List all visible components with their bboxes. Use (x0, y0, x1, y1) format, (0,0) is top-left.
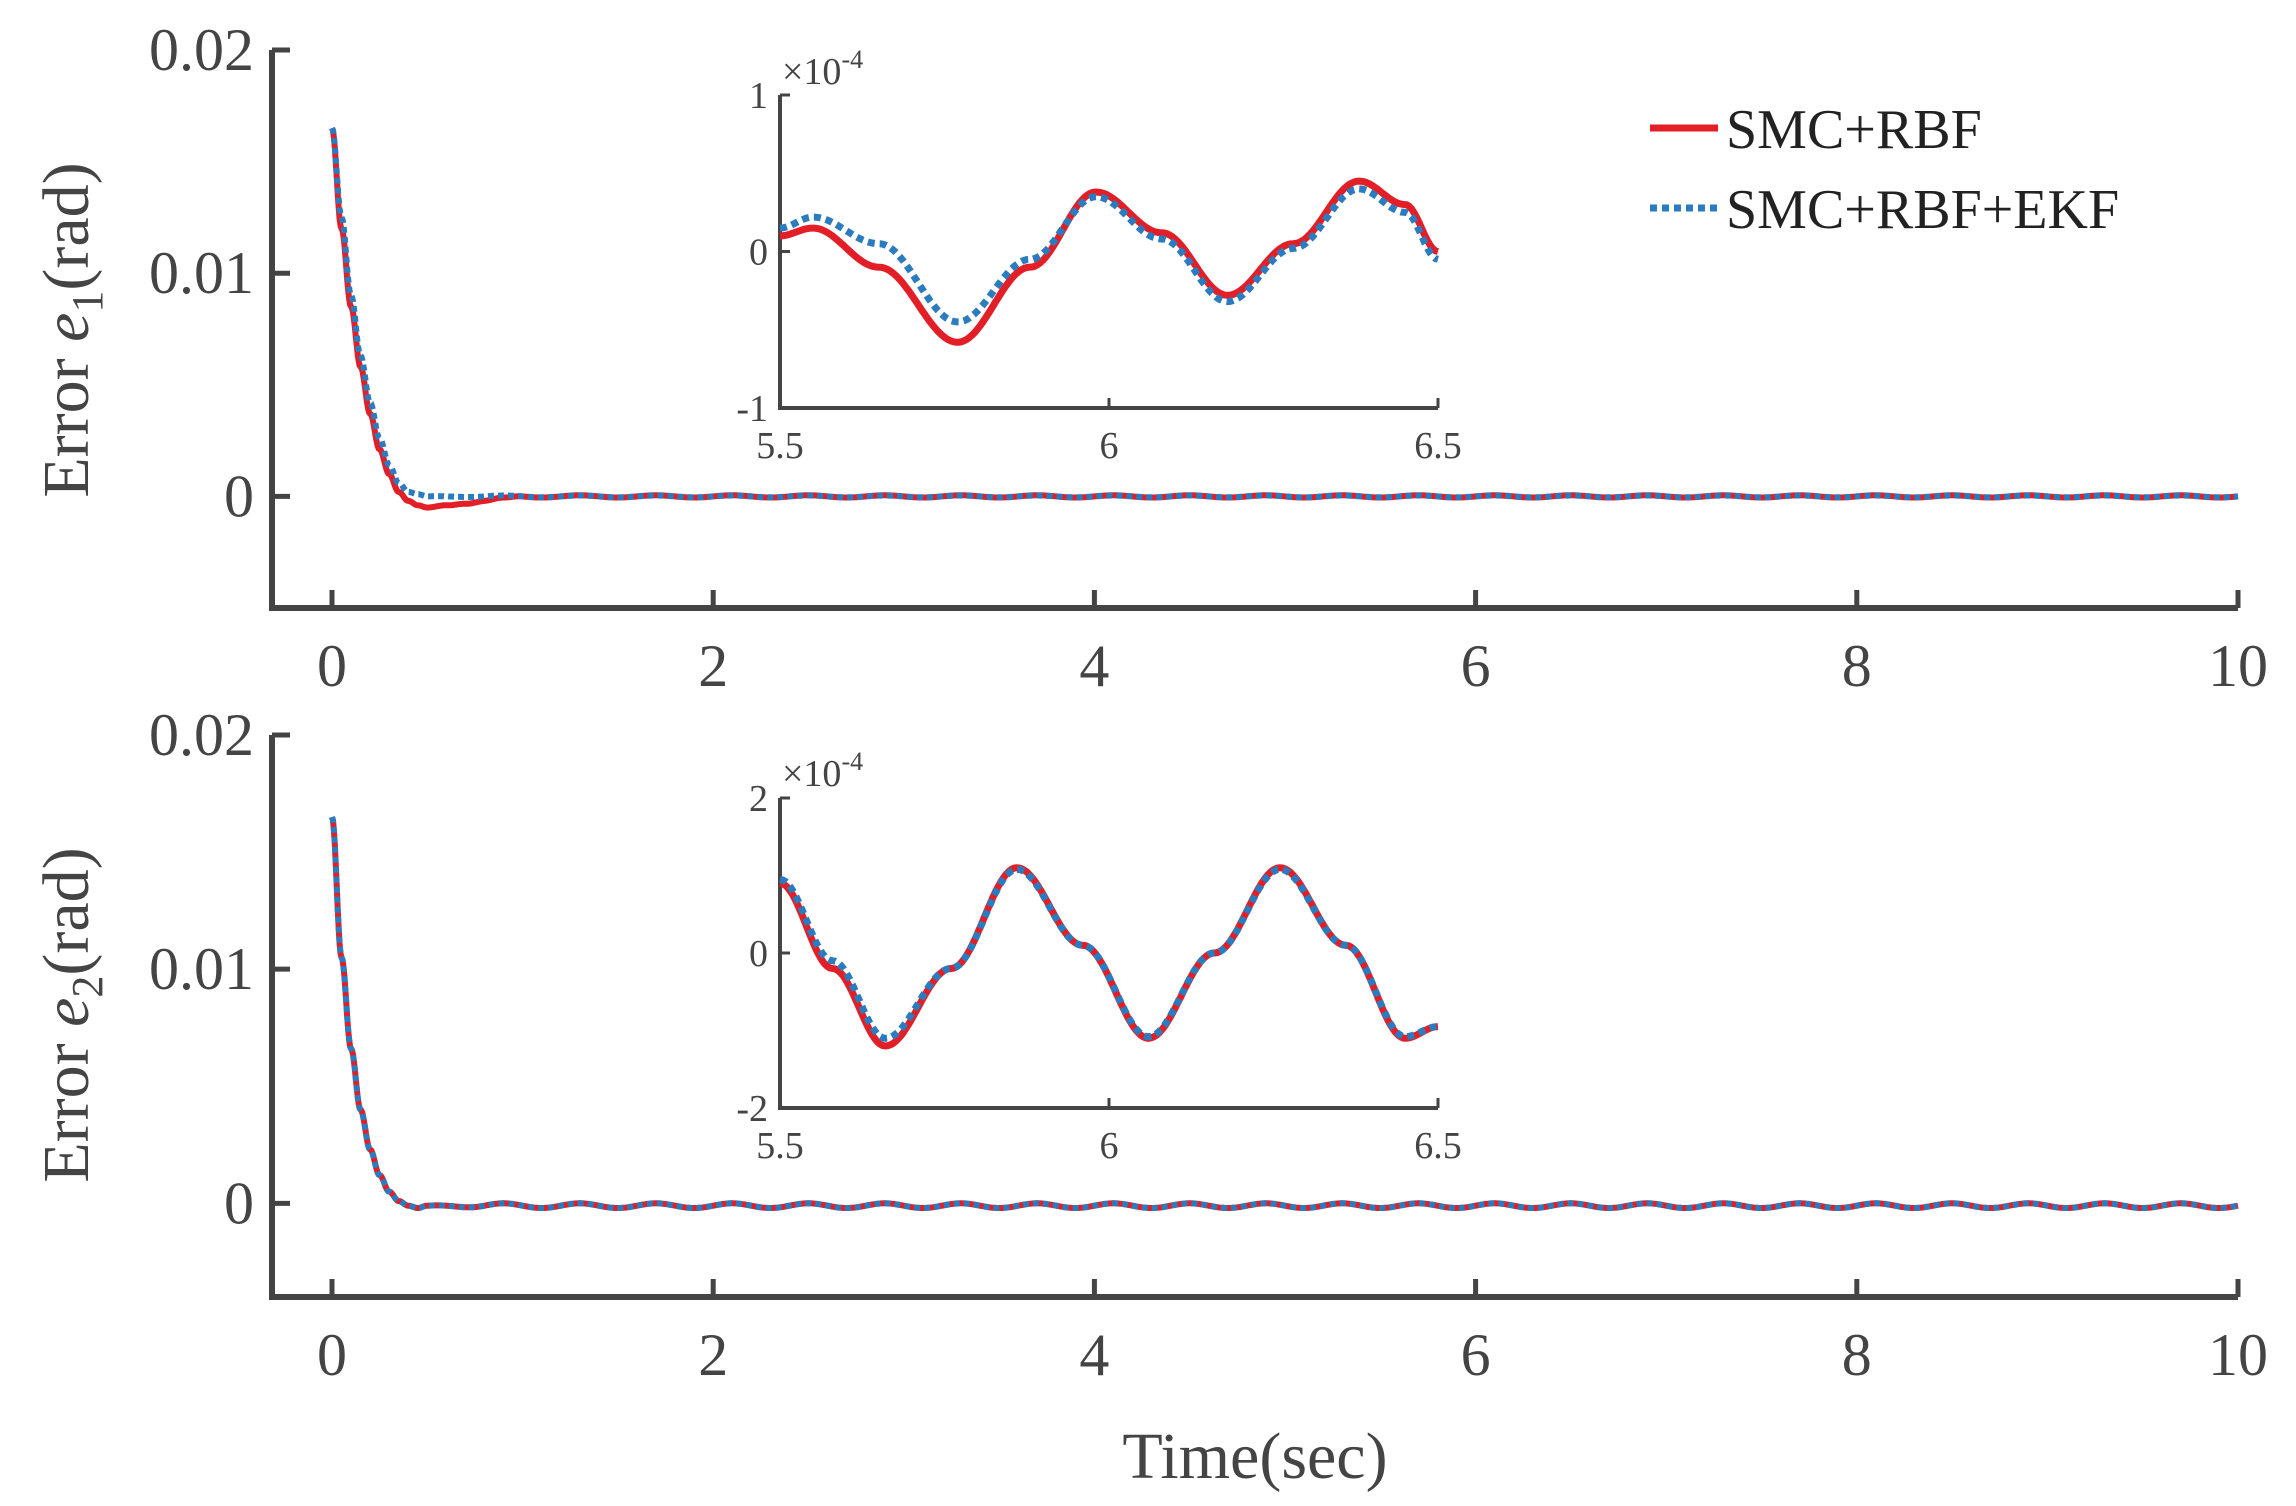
top-xtick-label: 6 (1461, 633, 1491, 699)
inset-bottom-xtick-label: 5.5 (756, 1125, 804, 1167)
top-ytick-label: 0.01 (149, 240, 254, 306)
legend-label-smc-rbf-ekf: SMC+RBF+EKF (1726, 179, 2119, 241)
top-xtick-label: 8 (1842, 633, 1872, 699)
top-xtick-label: 2 (698, 633, 728, 699)
inset-top-ytick-label: 1 (749, 75, 768, 117)
top-inset-axes (778, 95, 1438, 410)
inset-top-ytick-label: -1 (736, 388, 768, 430)
series-line-smc-rbf (329, 816, 2239, 1211)
bottom-xtick-label: 0 (317, 1322, 347, 1388)
top-ytick-label: 0.02 (149, 17, 254, 83)
bottom-inset-ticks: 5.5 6 6.5 -2 0 2 (736, 778, 1461, 1167)
bottom-inset: 5.5 6 6.5 -2 0 2 ×10-4 (736, 747, 1461, 1167)
inset-bottom-ytick-label: 0 (749, 933, 768, 975)
bottom-xtick-label: 8 (1842, 1322, 1872, 1388)
top-inset: 5.5 6 6.5 -1 0 1 ×10-4 (736, 45, 1461, 467)
series-line-smc-rbf-ekf (329, 816, 2239, 1211)
top-ylabel: Error e1(rad) (30, 162, 112, 497)
bottom-xtick-label: 10 (2208, 1322, 2268, 1388)
bottom-panel: 0 2 4 6 8 10 0 0.01 0.02 Error e2(rad) (30, 702, 2268, 1388)
inset-bottom-xtick-label: 6.5 (1414, 1125, 1462, 1167)
top-xtick-label: 0 (317, 633, 347, 699)
top-inset-ticks: 5.5 6 6.5 -1 0 1 (736, 75, 1461, 467)
bottom-inset-exponent: ×10-4 (782, 747, 863, 795)
bottom-xtick-label: 2 (698, 1322, 728, 1388)
bottom-inset-lines (779, 864, 1439, 1050)
top-inset-lines (779, 177, 1439, 346)
bottom-ytick-label: 0 (224, 1170, 254, 1236)
top-lines (329, 126, 2239, 511)
bottom-ylabel: Error e2(rad) (30, 847, 112, 1182)
top-ytick-label: 0 (224, 463, 254, 529)
x-axis-label: Time(sec) (1122, 1420, 1387, 1493)
inset-bottom-ytick-label: -2 (736, 1088, 768, 1130)
bottom-xtick-label: 6 (1461, 1322, 1491, 1388)
inset-top-xtick-label: 5.5 (756, 425, 804, 467)
inset-bottom-xtick-label: 6 (1100, 1125, 1119, 1167)
inset-top-xtick-label: 6.5 (1414, 425, 1462, 467)
top-axes (269, 50, 2238, 611)
inset-series-line-smc-rbf (779, 177, 1439, 346)
bottom-xtick-label: 4 (1079, 1322, 1109, 1388)
inset-series-line-smc-rbf-ekf (779, 865, 1439, 1042)
top-xtick-label: 10 (2208, 633, 2268, 699)
top-xtick-label: 4 (1079, 633, 1109, 699)
inset-series-line-smc-rbf-ekf (779, 185, 1439, 326)
bottom-inset-axes (778, 798, 1438, 1110)
inset-top-xtick-label: 6 (1100, 425, 1119, 467)
inset-series-line-smc-rbf (779, 864, 1439, 1050)
series-line-smc-rbf-ekf (329, 126, 2239, 501)
bottom-ticks: 0 2 4 6 8 10 0 0.01 0.02 (149, 702, 2268, 1388)
bottom-ytick-label: 0.02 (149, 702, 254, 768)
bottom-ytick-label: 0.01 (149, 936, 254, 1002)
bottom-axes (269, 735, 2238, 1300)
inset-top-ytick-label: 0 (749, 232, 768, 274)
legend-label-smc-rbf: SMC+RBF (1726, 99, 1982, 161)
top-inset-exponent: ×10-4 (782, 45, 863, 93)
inset-bottom-ytick-label: 2 (749, 778, 768, 820)
legend: SMC+RBF SMC+RBF+EKF (1650, 99, 2119, 241)
bottom-lines (329, 816, 2239, 1211)
